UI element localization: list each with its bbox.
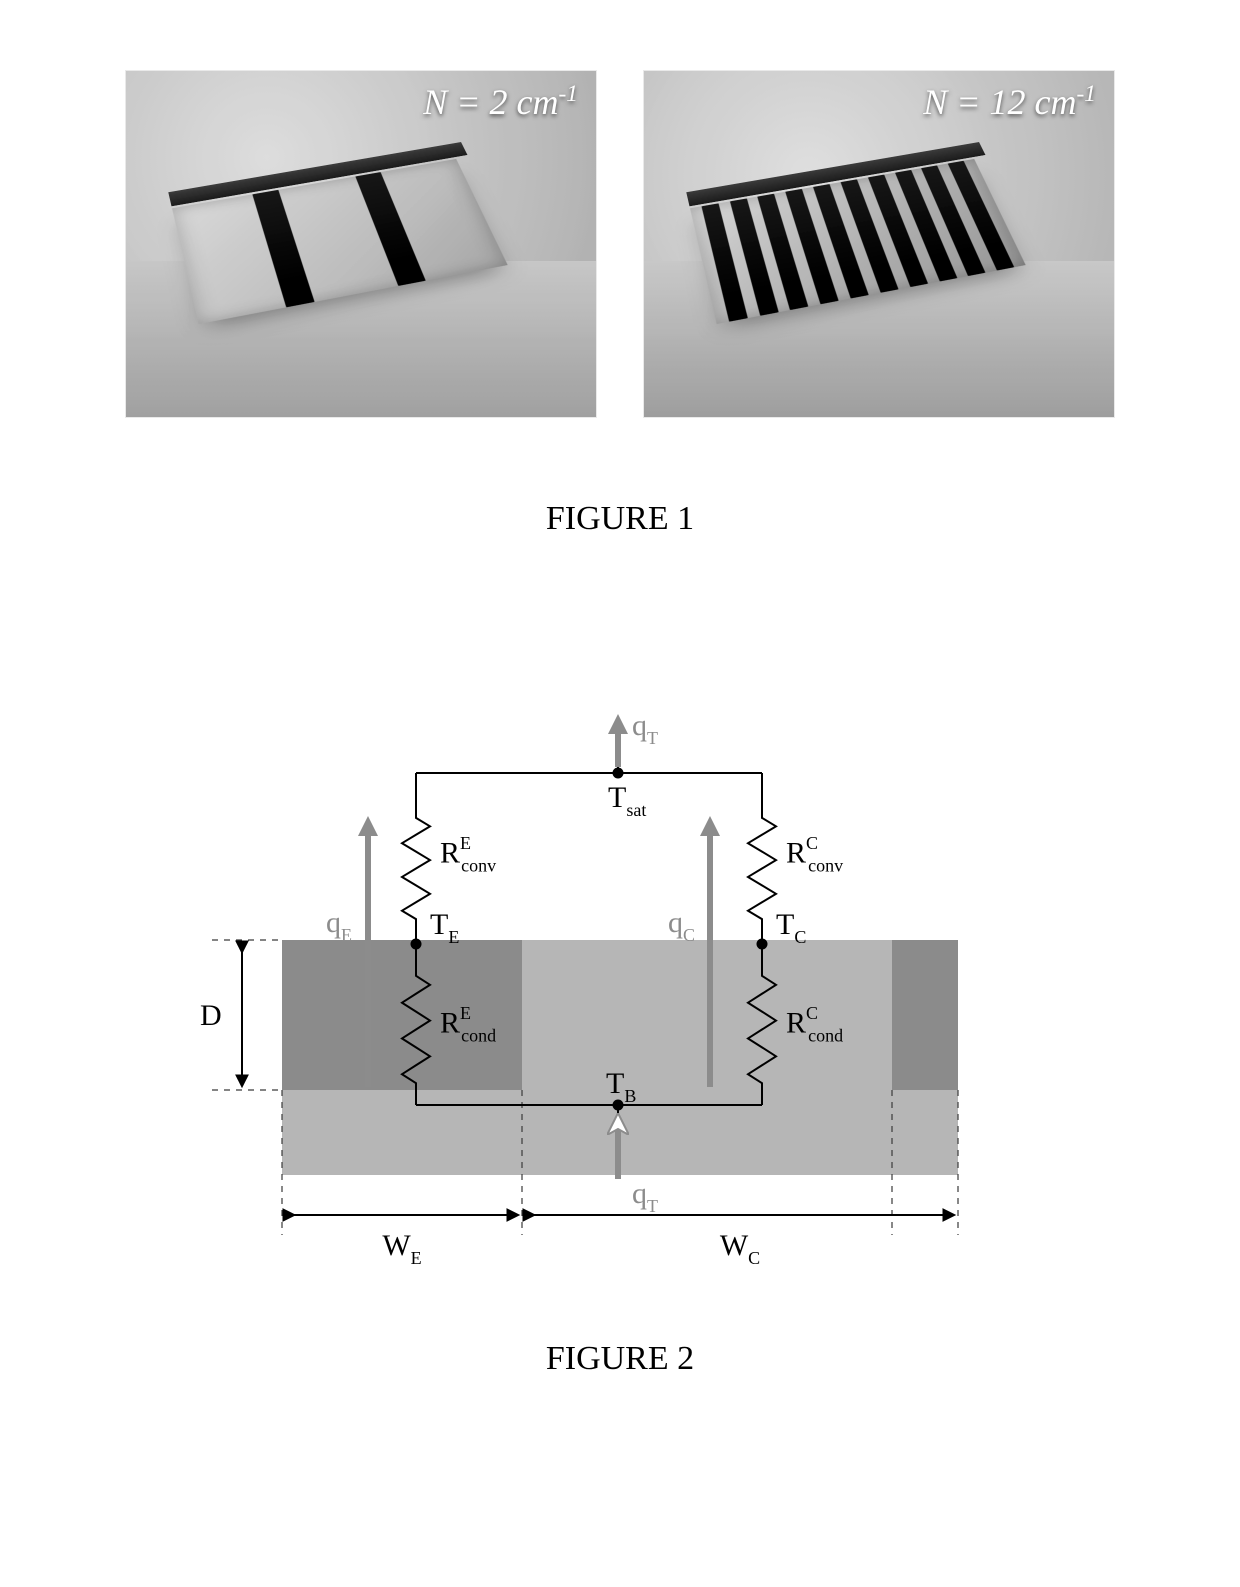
fig2-caption: FIGURE 2 — [0, 1340, 1240, 1378]
svg-text:D: D — [200, 999, 222, 1032]
svg-text:RCconv: RCconv — [786, 833, 843, 876]
svg-text:WE: WE — [382, 1229, 421, 1268]
fig1-panel-right: N = 12 cm-1 — [643, 70, 1115, 418]
svg-text:qC: qC — [668, 906, 695, 945]
fig2-diagram: qTqEqCqTTsatTETCTBREconvRCconvREcondRCco… — [232, 700, 1008, 1290]
svg-text:qE: qE — [326, 906, 352, 945]
fig1-panels: N = 2 cm-1 N = 12 cm-1 — [125, 70, 1115, 418]
page: N = 2 cm-1 N = 12 cm-1 FIGURE 1 qT qE qC qT… — [0, 0, 1240, 1587]
svg-text:qT: qT — [632, 1177, 658, 1216]
svg-text:qT: qT — [632, 709, 658, 748]
panel-label: N = 2 cm-1 — [423, 81, 578, 123]
fig1-panel-left: N = 2 cm-1 — [125, 70, 597, 418]
fig1-caption: FIGURE 1 — [0, 500, 1240, 538]
svg-text:Tsat: Tsat — [608, 781, 646, 820]
svg-text:WC: WC — [720, 1229, 760, 1268]
svg-text:REconv: REconv — [440, 833, 496, 876]
panel-label: N = 12 cm-1 — [923, 81, 1096, 123]
